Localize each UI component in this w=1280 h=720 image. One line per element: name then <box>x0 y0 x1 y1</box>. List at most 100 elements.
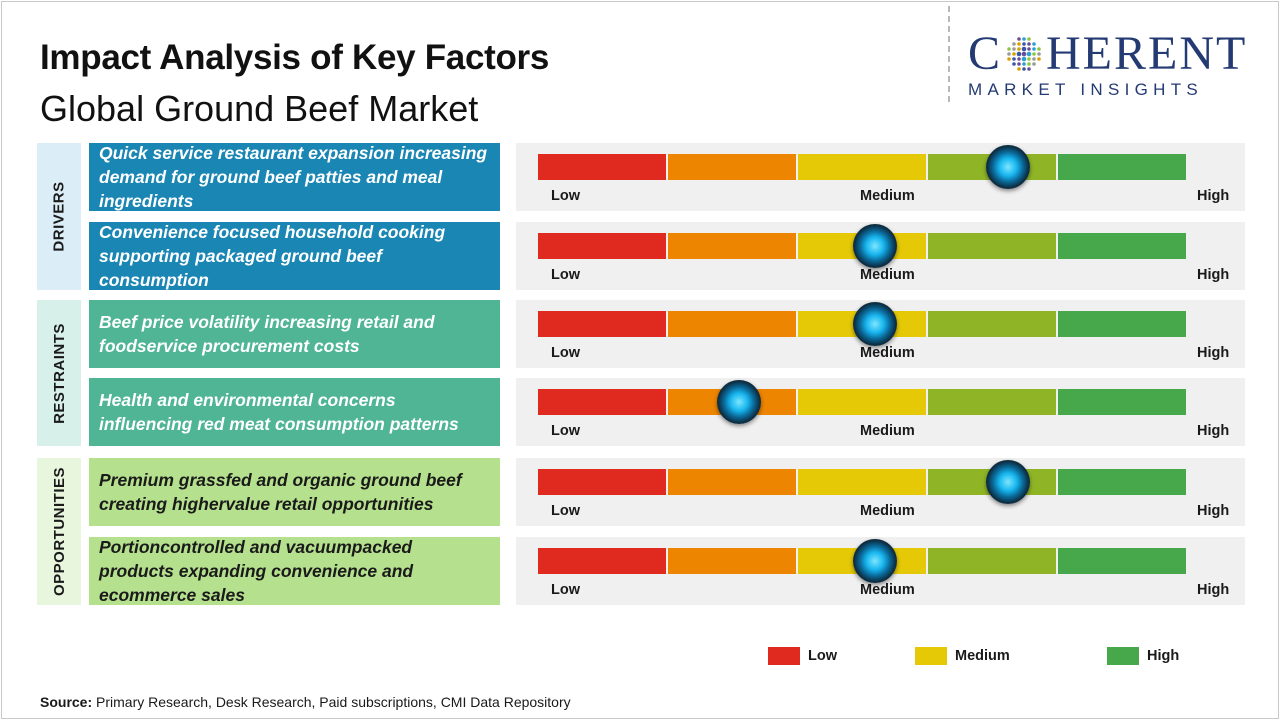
gauge-segment-1 <box>538 548 666 574</box>
impact-gauge: Low Medium High <box>516 300 1245 368</box>
gauge-label-high: High <box>1197 345 1230 361</box>
logo-dot <box>1027 37 1031 41</box>
legend-swatch-medium <box>915 647 947 665</box>
source-label: Source: <box>40 694 93 710</box>
gauge-bar <box>538 548 1186 574</box>
gauge-label-high: High <box>1197 582 1230 598</box>
logo-dot <box>1032 47 1036 51</box>
category-label: OPPORTUNITIES <box>50 466 68 597</box>
gauge-segment-5 <box>1058 233 1186 259</box>
logo-dot <box>1027 57 1031 61</box>
gauge-segment-3 <box>798 389 926 415</box>
logo-dot <box>1017 42 1021 46</box>
chart-title: Impact Analysis of Key Factors <box>40 38 550 77</box>
logo-dot <box>1017 37 1021 41</box>
gauge-segment-2 <box>668 154 796 180</box>
gauge-label-low: Low <box>551 423 580 439</box>
gauge-bar <box>538 233 1186 259</box>
gauge-segment-1 <box>538 469 666 495</box>
logo-dot <box>1017 47 1021 51</box>
logo-dot <box>1037 52 1041 56</box>
logo-dot <box>1017 57 1021 61</box>
logo-wordmark: C HERENT <box>968 30 1264 78</box>
impact-level-marker <box>716 380 761 424</box>
gauge-bar <box>538 469 1186 495</box>
gauge-segment-1 <box>538 389 666 415</box>
impact-level-marker <box>852 302 897 346</box>
gauge-segment-4 <box>928 233 1056 259</box>
impact-gauge: Low Medium High <box>516 458 1245 526</box>
source-text: Primary Research, Desk Research, Paid su… <box>92 694 571 710</box>
gauge-bar <box>538 154 1186 180</box>
gauge-label-high: High <box>1197 503 1230 519</box>
logo-dot <box>1037 57 1041 61</box>
source-note: Source: Primary Research, Desk Research,… <box>40 694 571 710</box>
impact-level-marker <box>985 145 1030 189</box>
gauge-label-medium: Medium <box>860 582 915 598</box>
logo-dot <box>1021 56 1027 62</box>
logo-dot <box>1007 47 1011 51</box>
logo-dot <box>1012 62 1016 66</box>
factor-text: Health and environmental concerns influe… <box>89 378 500 446</box>
gauge-segment-4 <box>928 389 1056 415</box>
impact-gauge: Low Medium High <box>516 222 1245 290</box>
logo-dot <box>1007 57 1011 61</box>
legend-label-low: Low <box>808 648 837 664</box>
impact-gauge: Low Medium High <box>516 378 1245 446</box>
gauge-segment-2 <box>668 548 796 574</box>
gauge-segment-5 <box>1058 548 1186 574</box>
logo-dot <box>1012 57 1016 61</box>
logo-dot <box>1012 52 1016 56</box>
chart-subtitle: Global Ground Beef Market <box>40 88 479 129</box>
logo-separator <box>948 6 950 102</box>
category-label: DRIVERS <box>50 181 68 252</box>
logo-dot <box>1037 47 1041 51</box>
gauge-label-medium: Medium <box>860 423 915 439</box>
gauge-label-medium: Medium <box>860 503 915 519</box>
coherent-logo: C HERENT MARKET INSIGHTS <box>968 30 1264 100</box>
factor-text: Beef price volatility increasing retail … <box>89 300 500 368</box>
impact-level-marker <box>852 539 897 583</box>
category-opportunities: OPPORTUNITIES <box>37 458 81 605</box>
gauge-label-medium: Medium <box>860 345 915 361</box>
legend-item-medium: Medium <box>915 647 1010 665</box>
logo-dot <box>1021 51 1027 57</box>
logo-dot <box>1027 47 1031 51</box>
logo-dot <box>1017 62 1021 66</box>
logo-dot <box>1017 67 1021 71</box>
gauge-label-low: Low <box>551 582 580 598</box>
impact-level-marker <box>985 460 1030 504</box>
category-restraints: RESTRAINTS <box>37 300 81 446</box>
gauge-segment-2 <box>668 469 796 495</box>
legend-item-high: High <box>1107 647 1179 665</box>
factor-text: Premium grassfed and organic ground beef… <box>89 458 500 526</box>
logo-letters: HERENT <box>1046 27 1248 80</box>
logo-dot <box>1032 62 1036 66</box>
legend-label-high: High <box>1147 648 1180 664</box>
logo-dot <box>1032 42 1036 46</box>
logo-tagline: MARKET INSIGHTS <box>968 80 1204 99</box>
logo-dot <box>1032 57 1036 61</box>
legend-item-low: Low <box>768 647 837 665</box>
logo-dot <box>1027 67 1031 71</box>
gauge-label-low: Low <box>551 267 580 283</box>
logo-dot <box>1032 52 1036 56</box>
logo-dot <box>1022 37 1026 41</box>
logo-dot <box>1022 67 1026 71</box>
gauge-label-low: Low <box>551 503 580 519</box>
factor-text: Quick service restaurant expansion incre… <box>89 143 500 211</box>
logo-globe-icon <box>1007 37 1041 71</box>
legend-label-medium: Medium <box>955 648 1010 664</box>
gauge-segment-5 <box>1058 469 1186 495</box>
impact-level-marker <box>852 224 897 268</box>
gauge-segment-1 <box>538 154 666 180</box>
factor-text: Portioncontrolled and vacuumpacked produ… <box>89 537 500 605</box>
gauge-segment-4 <box>928 311 1056 337</box>
logo-dot <box>1027 62 1031 66</box>
impact-gauge: Low Medium High <box>516 537 1245 605</box>
logo-dot <box>1007 52 1011 56</box>
gauge-segment-5 <box>1058 311 1186 337</box>
logo-dot <box>1021 46 1027 52</box>
logo-dot <box>1012 47 1016 51</box>
gauge-label-medium: Medium <box>860 188 915 204</box>
